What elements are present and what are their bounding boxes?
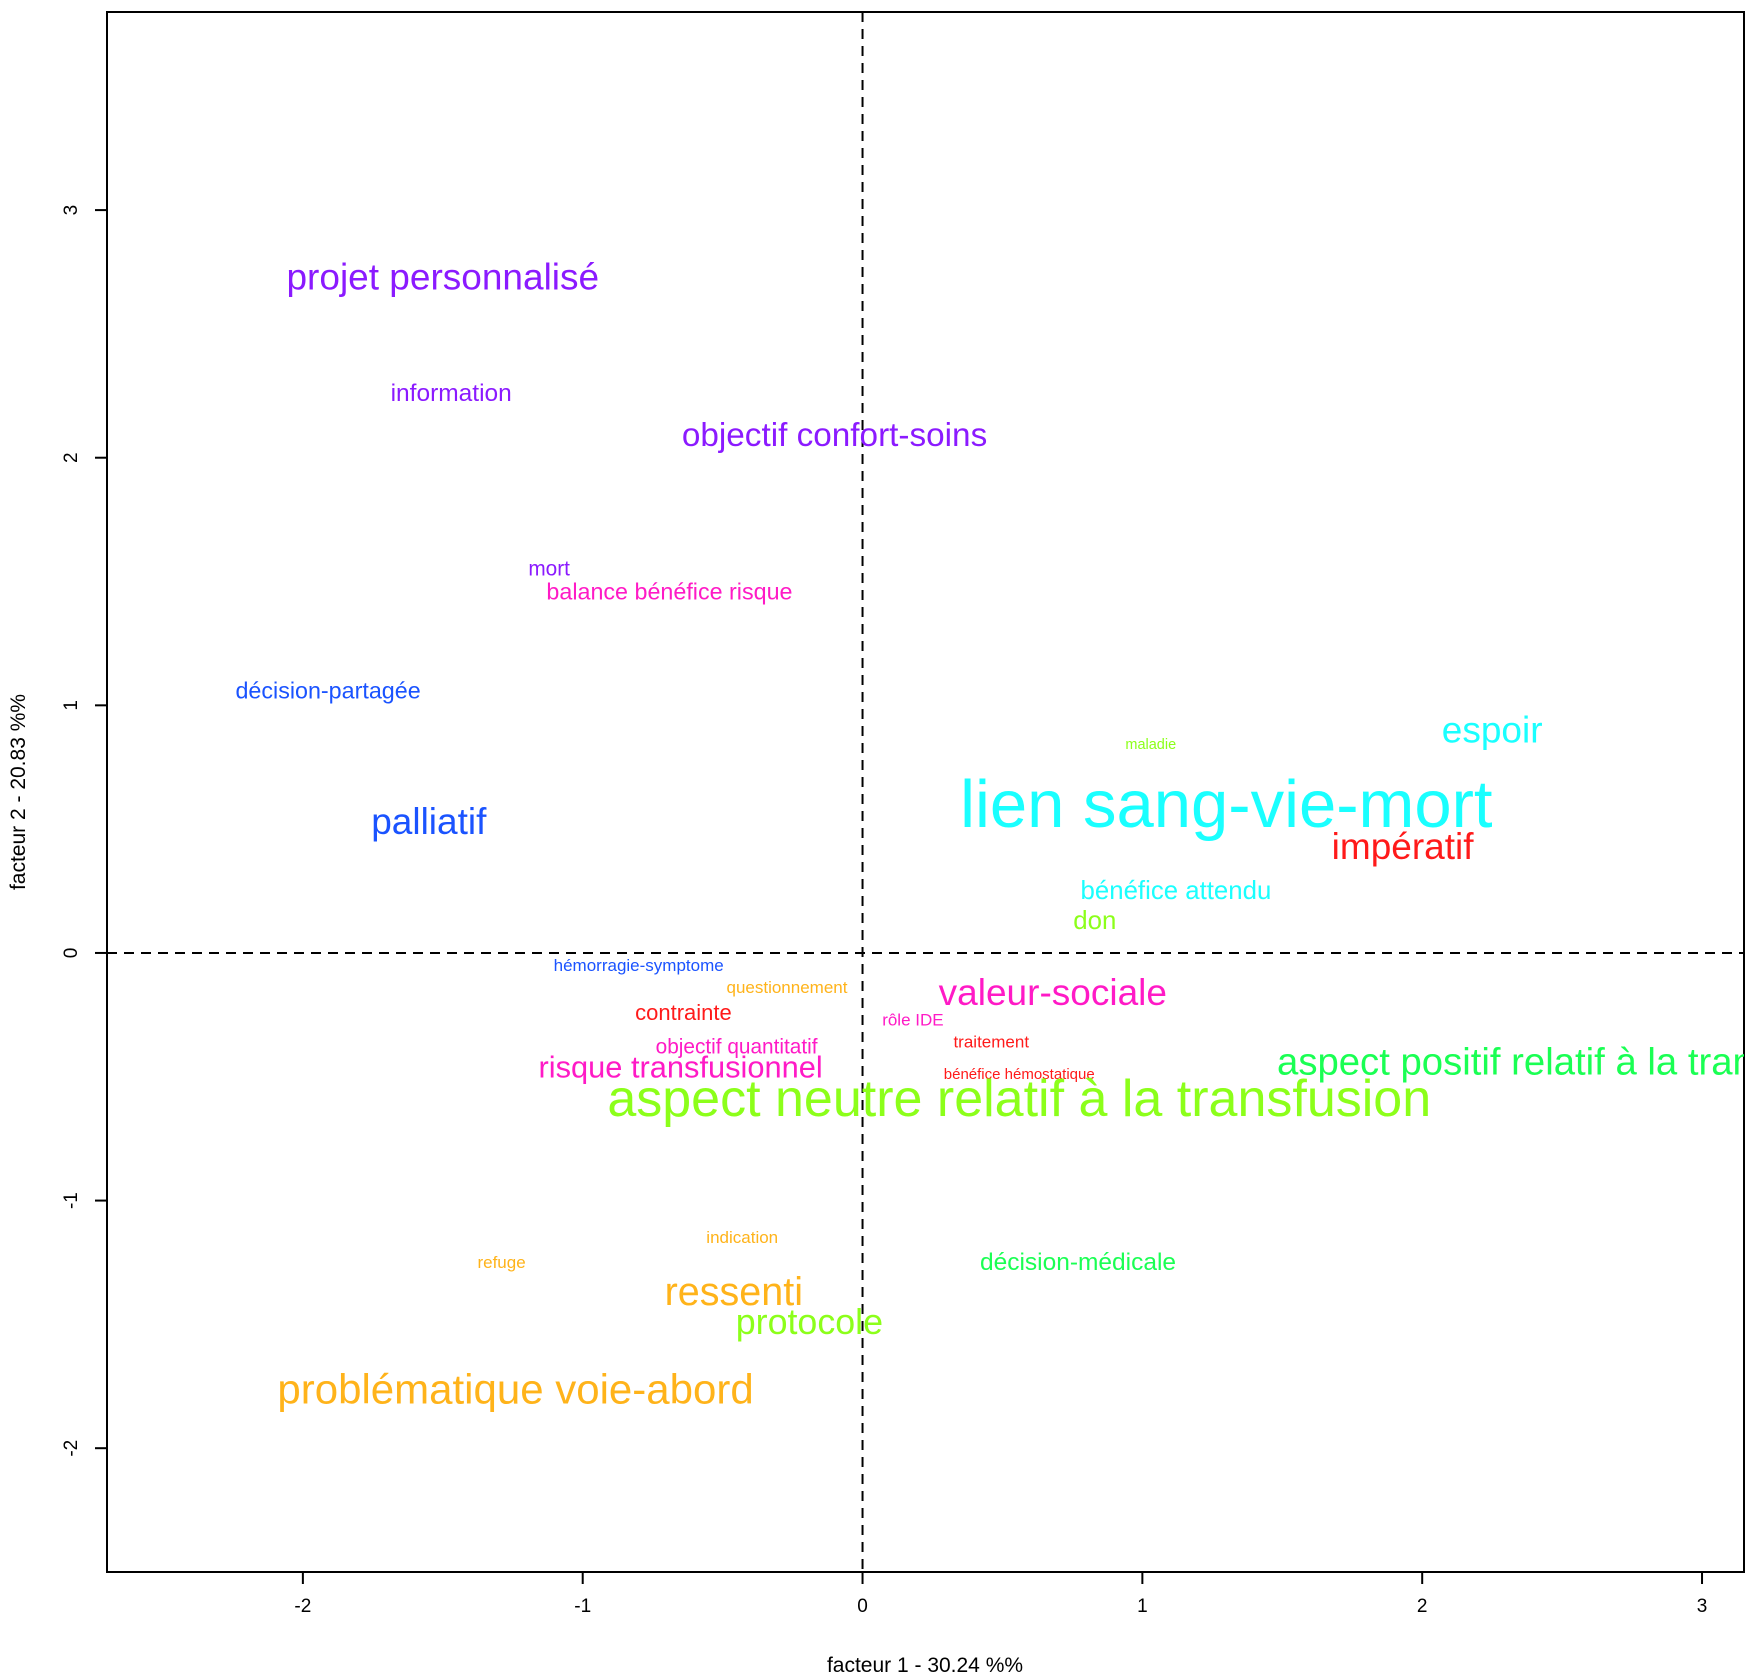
word-label: indication bbox=[706, 1228, 778, 1247]
word-label: traitement bbox=[953, 1033, 1029, 1052]
y-axis-label: facteur 2 - 20.83 %% bbox=[7, 694, 30, 890]
word-label: projet personnalisé bbox=[286, 256, 599, 297]
word-label: mort bbox=[528, 558, 570, 581]
word-label: valeur-sociale bbox=[939, 972, 1167, 1013]
word-label: bénéfice hémostatique bbox=[944, 1066, 1095, 1083]
y-tick-label: 0 bbox=[61, 948, 82, 959]
y-tick-label: 1 bbox=[61, 700, 82, 711]
word-label: aspect positif relatif à la transfusion bbox=[1277, 1040, 1748, 1083]
word-label: ressenti bbox=[665, 1270, 803, 1314]
x-tick-label: 2 bbox=[1417, 1596, 1428, 1617]
word-label: décision-médicale bbox=[980, 1249, 1176, 1276]
word-label: objectif confort-soins bbox=[682, 417, 987, 454]
y-tick-label: 2 bbox=[61, 452, 82, 463]
y-tick-label: 3 bbox=[61, 205, 82, 216]
word-label: information bbox=[391, 380, 512, 407]
word-label: maladie bbox=[1125, 737, 1176, 753]
word-label: objectif quantitatif bbox=[656, 1036, 818, 1059]
word-label: risque transfusionnel bbox=[539, 1049, 823, 1084]
word-label: questionnement bbox=[726, 978, 847, 997]
word-label: don bbox=[1073, 907, 1116, 935]
x-axis-ticks: -2 -1 0 1 2 3 bbox=[294, 1572, 1707, 1617]
x-tick-label: -1 bbox=[574, 1596, 591, 1617]
word-label: rôle IDE bbox=[882, 1010, 943, 1029]
word-label: lien sang-vie-mort bbox=[960, 767, 1493, 842]
word-label: contrainte bbox=[635, 1000, 732, 1025]
x-tick-label: 0 bbox=[857, 1596, 868, 1617]
word-label: espoir bbox=[1442, 710, 1543, 751]
y-tick-label: -2 bbox=[61, 1440, 82, 1457]
x-tick-label: -2 bbox=[294, 1596, 311, 1617]
x-axis-label: facteur 1 - 30.24 %% bbox=[827, 1654, 1023, 1675]
word-label: aspect neutre relatif à la transfusion bbox=[607, 1070, 1431, 1128]
word-label: décision-partagée bbox=[235, 677, 420, 703]
y-tick-label: -1 bbox=[61, 1192, 82, 1209]
word-labels: projet personnalisé information objectif c… bbox=[235, 256, 1748, 1412]
word-label: palliatif bbox=[371, 801, 487, 842]
plot-frame bbox=[106, 11, 1745, 1573]
word-label: hémorragie-symptome bbox=[554, 956, 724, 975]
word-label: bénéfice attendu bbox=[1081, 877, 1272, 905]
word-label: refuge bbox=[477, 1253, 525, 1272]
word-label: balance bénéfice risque bbox=[546, 578, 792, 604]
word-label: protocole bbox=[736, 1302, 883, 1342]
y-axis-ticks: -2 -1 0 1 2 3 bbox=[61, 205, 107, 1457]
x-tick-label: 3 bbox=[1697, 1596, 1708, 1617]
word-label: impératif bbox=[1332, 826, 1475, 867]
word-label: problématique voie-abord bbox=[277, 1365, 753, 1412]
x-tick-label: 1 bbox=[1137, 1596, 1148, 1617]
